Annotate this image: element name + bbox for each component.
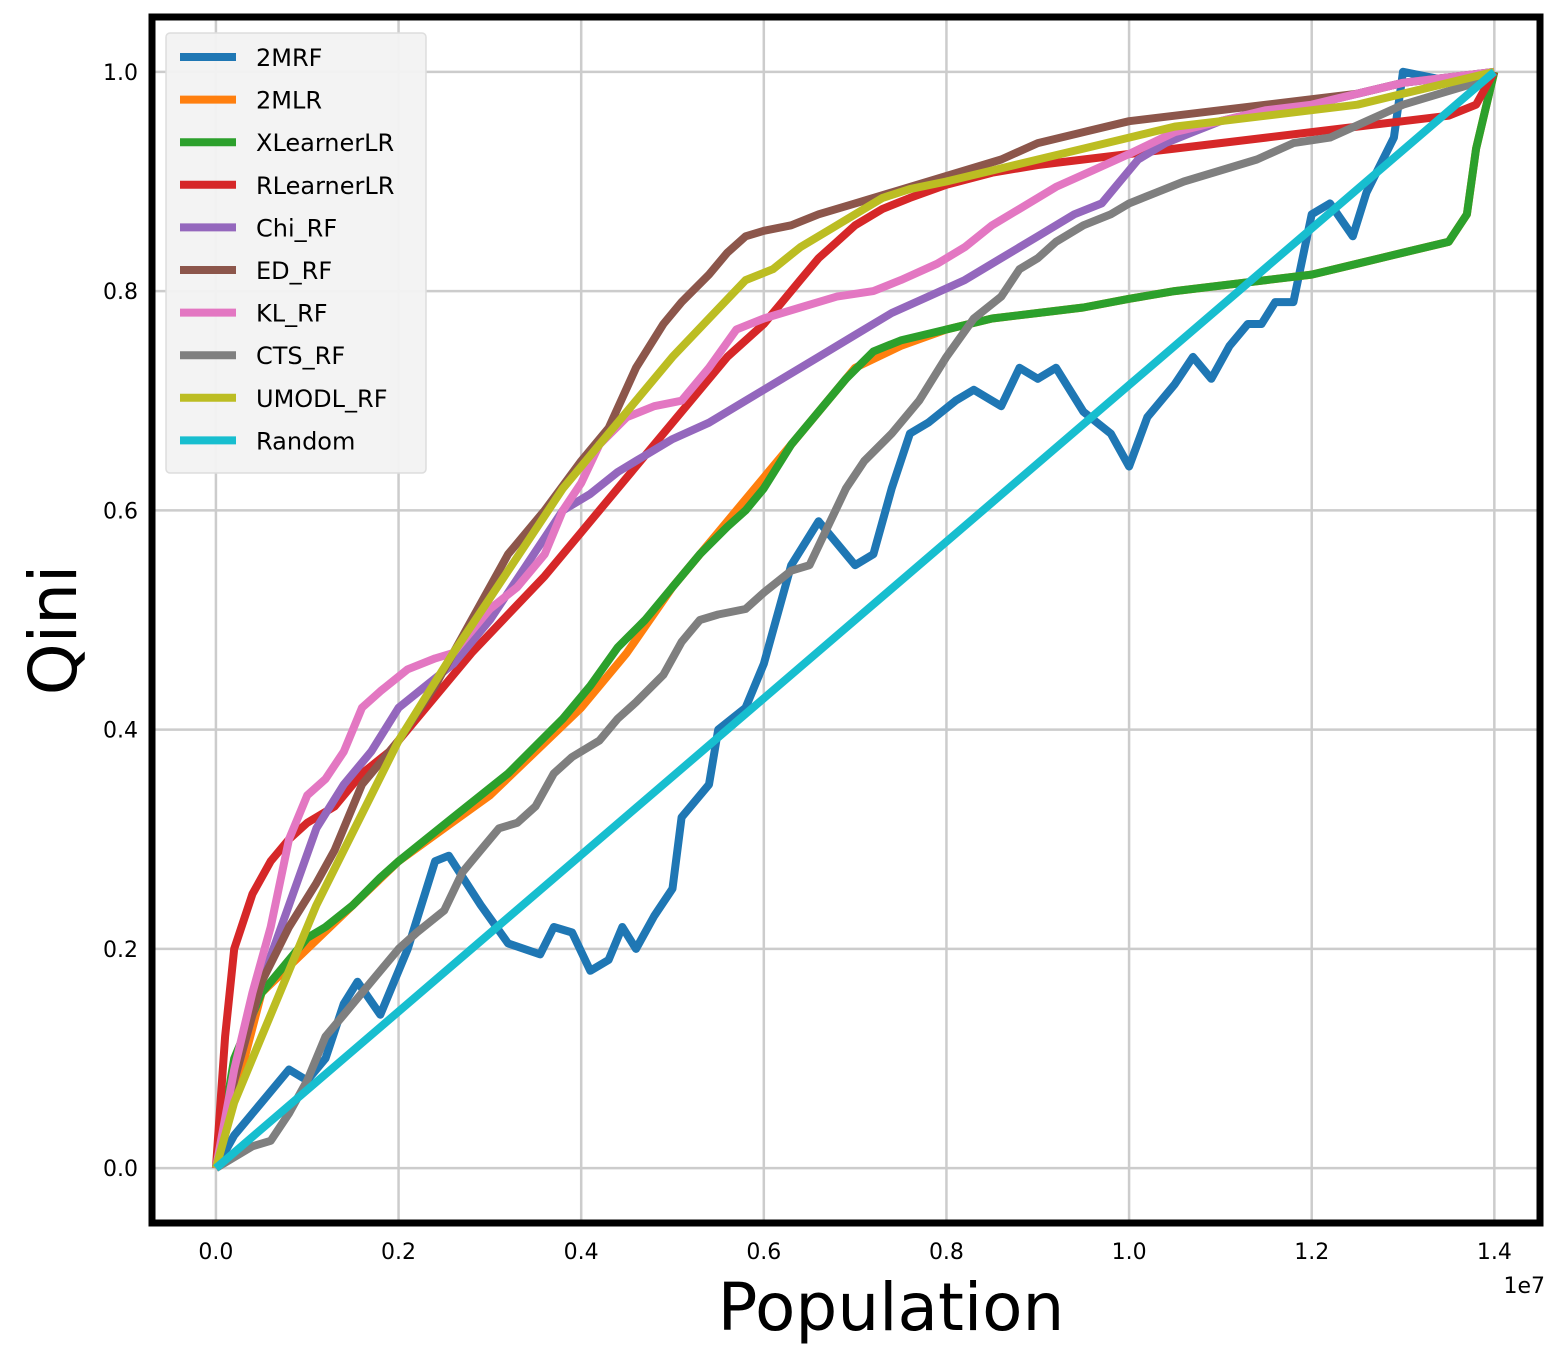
x-tick-label: 0.8 [929,1240,964,1265]
y-tick-label: 0.8 [103,280,138,305]
legend-entry: XLearnerLR [256,129,394,157]
legend-entry: Random [256,427,355,455]
x-tick-label: 0.4 [564,1240,599,1265]
y-tick-label: 0.6 [103,499,138,524]
x-tick-label: 1.0 [1112,1240,1147,1265]
legend-entry: 2MRF [256,44,322,72]
series-line-cts-rf [213,68,1497,1172]
plot-frame [148,13,1544,1227]
x-tick-label: 0.0 [198,1240,233,1265]
legend-entry: UMODL_RF [256,385,388,413]
y-tick-label: 0.4 [103,719,138,744]
x-axis-ticks: 0.0 0.2 0.4 0.6 0.8 1.0 1.2 1.4 [198,1240,1511,1265]
series-line-2mrf [212,67,1496,1171]
legend-entry: KL_RF [256,300,328,328]
y-tick-label: 0.2 [103,938,138,963]
legend: 2MRF 2MLR XLearnerLR RLearnerLR Chi_RF ED_RF K… [165,32,427,474]
series-line-xlearnerlr [211,70,1499,1169]
y-axis-ticks: 0.0 0.2 0.4 0.6 0.8 1.0 [103,61,138,1182]
series-line-kl-rf [211,67,1495,1169]
legend-entry: ED_RF [256,257,332,285]
x-axis-label: Population [718,1269,1065,1346]
legend-entry: CTS_RF [256,342,345,370]
series-line-random [213,68,1497,1172]
x-tick-label: 1.4 [1477,1240,1512,1265]
series-lines [211,67,1499,1172]
x-tick-label: 0.2 [381,1240,416,1265]
y-tick-label: 1.0 [103,61,138,86]
series-line-ed-rf [211,67,1495,1170]
legend-entry: Chi_RF [256,214,337,242]
x-tick-label: 1.2 [1294,1240,1329,1265]
x-axis-offset-label: 1e7 [1503,1274,1545,1299]
y-tick-label: 0.0 [103,1157,138,1182]
series-line-umodl-rf [212,67,1496,1170]
legend-entry: 2MLR [256,87,322,115]
legend-entry: RLearnerLR [256,172,394,200]
x-tick-label: 0.6 [746,1240,781,1265]
y-axis-label: Qini [15,565,92,695]
